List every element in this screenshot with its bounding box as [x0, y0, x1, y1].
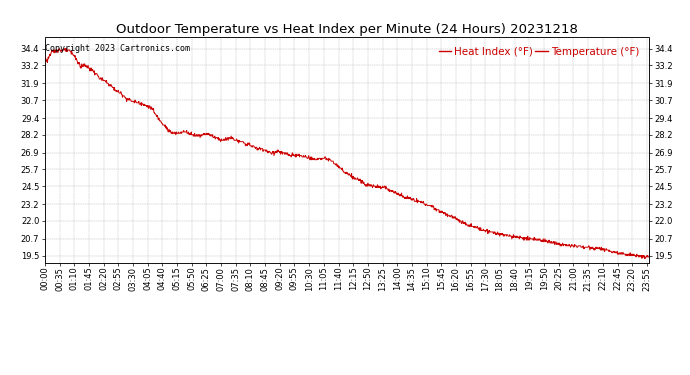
Legend: Heat Index (°F), Temperature (°F): Heat Index (°F), Temperature (°F) [435, 43, 643, 61]
Text: Copyright 2023 Cartronics.com: Copyright 2023 Cartronics.com [46, 44, 190, 53]
Title: Outdoor Temperature vs Heat Index per Minute (24 Hours) 20231218: Outdoor Temperature vs Heat Index per Mi… [116, 23, 578, 36]
